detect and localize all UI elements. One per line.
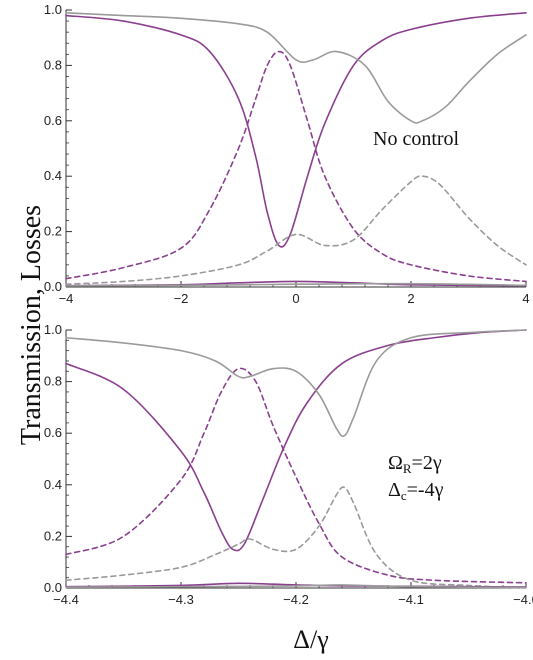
top-panel: 0.0 0.2 0.4 0.6 0.8 1.0 −4 −2 0 2 4 [44,2,530,306]
series-line-1 [65,367,527,584]
x-tick-label: −4.1 [398,592,424,607]
x-tick-label: −4.4 [53,592,79,607]
y-tick-label: 1.0 [44,322,62,337]
y-tick-label: 0.0 [44,580,62,595]
series-line-3 [65,175,527,286]
y-tick-label: 1.0 [44,2,62,17]
x-tick-label: 2 [407,291,414,306]
y-tick-label: 0.8 [44,57,62,72]
x-axis-label: Δ/γ [293,625,328,654]
x-tick-label: 4 [522,291,529,306]
y-tick-label: 0.8 [44,374,62,389]
omega-value: =2γ [412,452,442,474]
series-line-0 [65,11,527,248]
series-line-2 [65,329,527,438]
x-tick-label: −4 [59,291,74,306]
y-tick-label: 0.6 [44,425,62,440]
omega-annotation: ΩR=2γ [388,452,442,476]
delta-symbol: Δ [388,479,401,501]
y-tick-label: 0.2 [44,528,62,543]
y-tick-label: 0.4 [44,477,62,492]
series-line-5 [65,282,527,287]
x-tick-label: −4.0 [513,592,533,607]
y-tick-label: 0.0 [44,279,62,294]
x-tick-label: −2 [174,291,189,306]
x-tick-label: −4.3 [168,592,194,607]
series-line-3 [65,486,527,589]
y-axis-label: Transmission, Losses [16,205,47,445]
delta-subscript: c [401,488,407,503]
delta-annotation: Δc=-4γ [388,479,444,503]
delta-value: =-4γ [407,479,444,501]
series-line-1 [65,50,527,283]
omega-subscript: R [403,461,412,476]
x-tick-label: −4.2 [283,592,309,607]
series-line-0 [65,329,527,552]
no-control-annotation: No control [373,128,460,150]
x-tick-label: 0 [292,291,299,306]
y-tick-label: 0.2 [44,224,62,239]
series-line-5 [65,584,527,589]
omega-symbol: Ω [388,452,403,474]
y-tick-label: 0.6 [44,113,62,128]
series-line-2 [65,11,527,124]
y-tick-label: 0.4 [44,168,62,183]
bottom-panel: 0.0 0.2 0.4 0.6 0.8 1.0 −4.4 −4.3 −4.2 −4.1 −4.0 [44,322,533,607]
